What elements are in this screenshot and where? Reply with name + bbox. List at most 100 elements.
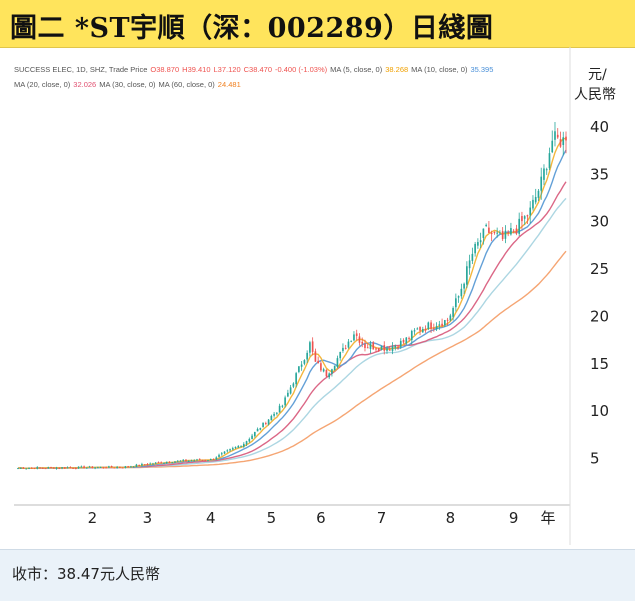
- candle-body: [526, 215, 529, 217]
- candle-body: [408, 337, 410, 339]
- candle-body: [485, 224, 487, 226]
- candle-body: [127, 466, 129, 468]
- candle-body: [496, 232, 498, 234]
- x-tick-label: 9: [509, 509, 519, 527]
- x-tick-label: 4: [206, 509, 216, 527]
- candle-body: [262, 422, 264, 428]
- candle-body: [328, 373, 331, 378]
- candle-body: [121, 467, 124, 469]
- candle-body: [99, 466, 102, 468]
- candle-body: [325, 369, 328, 377]
- line1-item: MA (5, close, 0): [330, 65, 383, 74]
- candle-body: [193, 460, 196, 462]
- candle-body: [132, 466, 135, 468]
- line2-item: MA (30, close, 0): [99, 80, 156, 89]
- candle-body: [287, 392, 289, 397]
- candle-body: [237, 445, 240, 448]
- candle-body: [353, 334, 355, 341]
- candle-body: [22, 467, 25, 469]
- candle-body: [339, 351, 342, 359]
- y-tick-label: 5: [590, 450, 600, 468]
- candle-body: [281, 405, 284, 407]
- candle-body: [556, 134, 559, 138]
- y-tick-label: 25: [590, 260, 609, 278]
- candle-body: [375, 348, 377, 350]
- candle-body: [507, 232, 510, 234]
- x-unit-label: 年: [540, 509, 555, 527]
- candle-body: [457, 296, 460, 298]
- candle-body: [185, 459, 187, 462]
- price-chart: 5 10 15 20 25 30 35 40 元/人民幣 2 3 4 5 6 7 8 9 年: [14, 47, 616, 545]
- candle-body: [130, 466, 132, 468]
- candle-body: [58, 468, 61, 470]
- candle-body: [154, 462, 157, 464]
- candle-body: [80, 466, 83, 468]
- candle-body: [311, 341, 314, 352]
- candle-body: [565, 136, 567, 141]
- line1-item: -0.400 (-1.03%): [275, 65, 328, 74]
- y-unit-label: 人民幣: [574, 87, 616, 103]
- candle-body: [113, 467, 116, 469]
- candle-body: [333, 365, 336, 371]
- candle-body: [537, 190, 540, 198]
- footer-bar: 收市：38.47元人民幣: [0, 549, 635, 601]
- candle-body: [19, 467, 22, 469]
- candle-body: [63, 467, 66, 469]
- candle-body: [33, 467, 36, 469]
- candle-body: [171, 462, 174, 464]
- candle-body: [267, 419, 270, 425]
- x-tick-label: 5: [267, 509, 277, 527]
- line1-item: SUCCESS ELEC, 1D, SHZ, Trade Price: [14, 65, 148, 74]
- candle-body: [215, 457, 218, 460]
- candle-body: [490, 233, 493, 235]
- candle-body: [160, 462, 163, 464]
- candle-body: [358, 336, 361, 343]
- candle-body: [152, 463, 154, 465]
- candle-body: [284, 397, 286, 406]
- candle-body: [201, 459, 204, 461]
- candle-body: [50, 466, 52, 468]
- x-tick-label: 3: [143, 509, 153, 527]
- candle-body: [394, 345, 397, 348]
- candle-body: [256, 428, 259, 432]
- candle-body: [306, 352, 308, 360]
- candle-body: [66, 467, 69, 469]
- candle-body: [540, 176, 543, 191]
- candle-body: [518, 218, 521, 234]
- candle-body: [83, 466, 85, 469]
- candle-body: [61, 467, 63, 469]
- candle-body: [416, 328, 419, 330]
- y-tick-label: 20: [590, 307, 609, 325]
- candle-body: [149, 463, 152, 465]
- candle-body: [176, 460, 179, 462]
- candle-body: [504, 230, 507, 239]
- candle-body: [366, 347, 369, 349]
- candle-body: [471, 253, 474, 261]
- candle-body: [36, 467, 39, 469]
- candle-body: [463, 283, 465, 289]
- candle-body: [88, 466, 91, 468]
- candle-body: [94, 467, 96, 469]
- candle-body: [207, 460, 209, 462]
- candle-body: [543, 168, 545, 180]
- candle-body: [534, 196, 537, 203]
- candle-body: [435, 326, 438, 330]
- candle-body: [108, 466, 110, 468]
- line2-item: MA (60, close, 0): [158, 80, 215, 89]
- candle-body: [69, 467, 72, 469]
- candle-body: [187, 460, 190, 462]
- y-tick-label: 30: [590, 213, 609, 231]
- candle-body: [399, 340, 402, 347]
- candle-body: [430, 322, 432, 329]
- candle-body: [369, 343, 372, 349]
- candle-body: [501, 231, 504, 240]
- candle-body: [364, 343, 366, 348]
- candle-body: [253, 431, 256, 437]
- candle-body: [342, 347, 344, 351]
- candle-body: [17, 468, 19, 470]
- candle-body: [512, 230, 515, 232]
- candle-body: [548, 153, 551, 169]
- candle-body: [355, 333, 358, 336]
- candle-body: [212, 458, 215, 460]
